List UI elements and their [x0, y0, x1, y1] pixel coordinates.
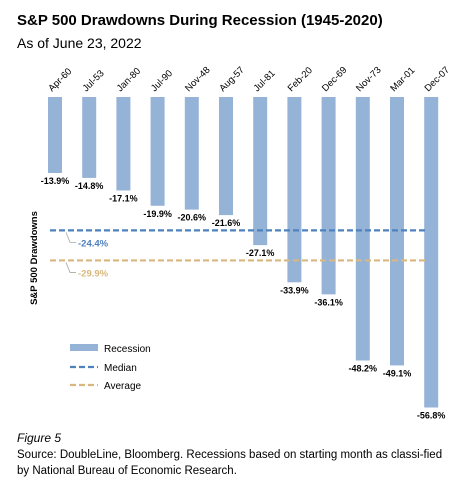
- category-label: Jul-53: [81, 68, 107, 94]
- category-label: Dec-07: [423, 65, 452, 94]
- category-label: Nov-73: [354, 65, 383, 94]
- data-labels-group: -13.9% -14.8% -17.1% -19.9% -20.6% -21.6% -27.…: [41, 176, 446, 421]
- bar-jan-80: [116, 97, 131, 191]
- y-axis-label: S&P 500 Drawdowns: [29, 211, 40, 305]
- bar-jul-90: [150, 97, 165, 206]
- data-label: -48.2%: [349, 363, 378, 373]
- average-label-leader: [65, 262, 76, 273]
- data-label: -36.1%: [314, 297, 343, 307]
- data-label: -20.6%: [178, 213, 207, 223]
- data-label: -27.1%: [246, 248, 275, 258]
- data-label: -56.8%: [417, 411, 446, 421]
- bar-dec-69: [321, 97, 336, 295]
- data-label: -13.9%: [41, 176, 70, 186]
- legend: Recession Median Average: [70, 344, 151, 392]
- median-value-label: -24.4%: [78, 238, 109, 249]
- category-label: Jul-90: [149, 68, 175, 94]
- bar-jul-81: [253, 97, 268, 246]
- legend-label-median: Median: [104, 363, 137, 374]
- category-label: Aug-57: [217, 65, 246, 94]
- category-label: Dec-69: [320, 65, 349, 94]
- median-label-leader: [65, 232, 76, 243]
- data-label: -21.6%: [212, 218, 241, 228]
- chart-title: S&P 500 Drawdowns During Recession (1945…: [17, 12, 383, 29]
- chart-subtitle: As of June 23, 2022: [17, 35, 142, 51]
- legend-swatch-recession: [70, 344, 98, 351]
- source-note: Source: DoubleLine, Bloomberg. Recession…: [17, 449, 443, 477]
- legend-label-recession: Recession: [104, 344, 151, 355]
- category-label: Apr-60: [46, 66, 74, 94]
- bar-aug-57: [219, 97, 233, 216]
- bar-jul-53: [82, 97, 97, 178]
- figure-label: Figure 5: [17, 431, 62, 445]
- data-label: -19.9%: [143, 209, 172, 219]
- category-labels-group: Apr-60 Jul-53 Jan-80 Jul-90 Nov-48 Aug-57 Jul-…: [46, 65, 452, 94]
- category-label: Feb-20: [286, 65, 315, 94]
- category-label: Jul-81: [252, 68, 278, 94]
- bar-nov-73: [355, 97, 370, 361]
- bar-apr-60: [48, 97, 62, 173]
- data-label: -33.9%: [280, 285, 309, 295]
- bars-group: [48, 97, 439, 408]
- drawdown-chart: -24.4% -29.9% Apr-60 Jul-53 Jan-80 Jul-90 Nov…: [29, 65, 452, 421]
- data-label: -49.1%: [383, 368, 412, 378]
- bar-dec-07: [424, 97, 439, 408]
- category-label: Nov-48: [183, 65, 212, 94]
- legend-label-average: Average: [104, 381, 142, 392]
- bar-nov-48: [184, 97, 199, 210]
- data-label: -17.1%: [109, 193, 138, 203]
- average-value-label: -29.9%: [78, 268, 109, 279]
- category-label: Jan-80: [115, 66, 143, 94]
- category-label: Mar-01: [388, 65, 417, 94]
- data-label: -14.8%: [75, 181, 104, 191]
- bar-feb-20: [287, 97, 302, 283]
- reference-lines-group: -24.4% -29.9%: [50, 229, 427, 279]
